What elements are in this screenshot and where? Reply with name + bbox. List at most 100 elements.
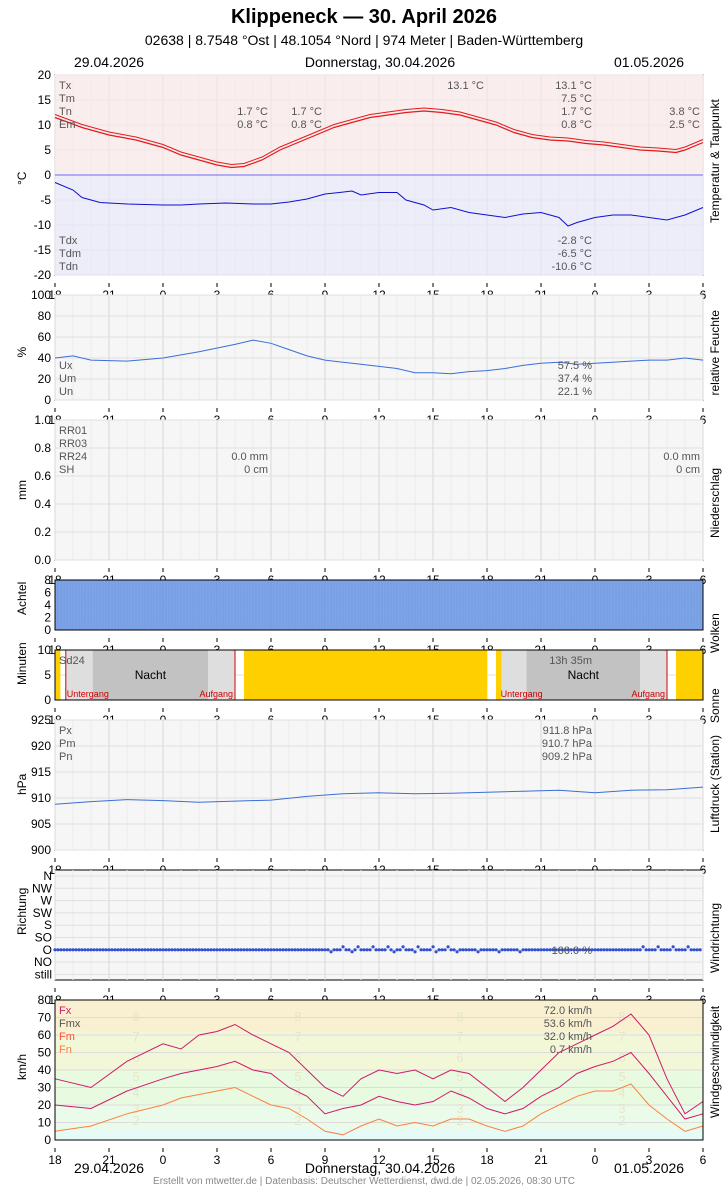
- dew-stat-label: Tdn: [59, 261, 78, 273]
- date-next: 01.05.2026: [614, 54, 685, 70]
- cloud-bar: [381, 579, 385, 631]
- temp-day-value: 0.8 °C: [561, 119, 592, 131]
- dir-point: [266, 948, 270, 952]
- temp-day-value: 13.1 °C: [555, 80, 592, 92]
- dir-point: [596, 948, 600, 952]
- dir-point: [80, 948, 84, 952]
- hum-stat-label: Ux: [59, 360, 73, 372]
- y-axis-label: %: [15, 347, 29, 358]
- dir-point: [689, 948, 693, 952]
- cloud-bar: [198, 579, 202, 631]
- cloud-bar: [117, 579, 121, 631]
- cloud-bar: [222, 579, 226, 631]
- night-label: Nacht: [568, 668, 600, 682]
- cloud-bar: [114, 579, 118, 631]
- y-tick-label: 925: [31, 713, 51, 727]
- cloud-bar: [396, 579, 400, 631]
- dir-point: [122, 948, 126, 952]
- dir-point: [194, 948, 198, 952]
- dir-point: [611, 948, 615, 952]
- dir-point: [143, 948, 147, 952]
- dir-point: [365, 948, 369, 952]
- y-tick-label: 0.4: [34, 497, 51, 511]
- side-label: Windrichtung: [708, 903, 722, 973]
- y-tick-label: 0: [44, 693, 51, 707]
- dir-point: [77, 948, 81, 952]
- cloud-bar: [519, 579, 523, 631]
- cloud-bar: [267, 579, 271, 631]
- cloud-bar: [81, 579, 85, 631]
- cloud-bar: [177, 579, 181, 631]
- cloud-bar: [300, 579, 304, 631]
- cloud-bar: [414, 579, 418, 631]
- cloud-bar: [360, 579, 364, 631]
- cloud-bar: [288, 579, 292, 631]
- y-tick-label: -10: [34, 218, 52, 232]
- y-tick-label: 10: [38, 643, 52, 657]
- dir-point: [617, 948, 621, 952]
- dir-point: [572, 948, 576, 952]
- y-tick-label: -5: [40, 193, 51, 207]
- date-prev-bottom: 29.04.2026: [74, 1160, 145, 1176]
- cloud-bar: [132, 579, 136, 631]
- cloud-bar: [99, 579, 103, 631]
- dir-point: [557, 948, 561, 952]
- dir-point: [602, 948, 606, 952]
- cloud-bar: [228, 579, 232, 631]
- dir-point: [500, 948, 504, 952]
- cloud-bar: [663, 579, 667, 631]
- dir-point: [410, 948, 414, 952]
- cloud-bar: [525, 579, 529, 631]
- side-label: Niederschlag: [708, 468, 722, 538]
- y-tick-label: 905: [31, 817, 51, 831]
- dir-point: [428, 948, 432, 952]
- dir-point: [374, 948, 378, 952]
- footer: Erstellt von mtwetter.de | Datenbasis: D…: [153, 1176, 575, 1187]
- dir-point: [326, 948, 330, 952]
- page-title: Klippeneck — 30. April 2026: [230, 6, 498, 28]
- dir-point: [593, 948, 597, 952]
- cloud-bar: [483, 579, 487, 631]
- cloud-bar: [432, 579, 436, 631]
- side-label: Temperatur & Taupunkt: [708, 98, 722, 223]
- y-tick-label: 0: [44, 623, 51, 637]
- cloud-bar: [405, 579, 409, 631]
- cloud-bar: [375, 579, 379, 631]
- dir-point: [137, 948, 141, 952]
- cloud-bar: [204, 579, 208, 631]
- cloud-bar: [456, 579, 460, 631]
- cloud-bar: [60, 579, 64, 631]
- cloud-bar: [633, 579, 637, 631]
- cloud-bar: [495, 579, 499, 631]
- beaufort-label: 4: [618, 1085, 625, 1100]
- dir-point: [320, 948, 324, 952]
- beaufort-band: [55, 1129, 703, 1140]
- dir-point: [368, 948, 372, 952]
- dir-point: [284, 948, 288, 952]
- dir-point: [632, 948, 636, 952]
- dir-point: [158, 948, 162, 952]
- cloud-bar: [279, 579, 283, 631]
- cloud-bar: [585, 579, 589, 631]
- dir-point: [218, 948, 222, 952]
- x-tick-label: 3: [214, 1153, 221, 1167]
- dir-point: [107, 948, 111, 952]
- beaufort-label: 5: [618, 1069, 625, 1084]
- cloud-bar: [306, 579, 310, 631]
- dir-point: [548, 948, 552, 952]
- dir-point: [494, 948, 498, 952]
- dir-point: [140, 948, 144, 952]
- beaufort-label: 8: [294, 1009, 301, 1024]
- cloud-bar: [126, 579, 130, 631]
- cloud-bar: [420, 579, 424, 631]
- x-tick-label: 0: [592, 1153, 599, 1167]
- precip-stat-label: RR03: [59, 438, 87, 450]
- cloud-bar: [399, 579, 403, 631]
- cloud-bar: [111, 579, 115, 631]
- dir-point: [200, 948, 204, 952]
- dir-point: [92, 948, 96, 952]
- y-tick-label: 40: [38, 1063, 52, 1077]
- pres-stat-label: Pm: [59, 738, 76, 750]
- temp-stat-label: Em: [59, 119, 76, 131]
